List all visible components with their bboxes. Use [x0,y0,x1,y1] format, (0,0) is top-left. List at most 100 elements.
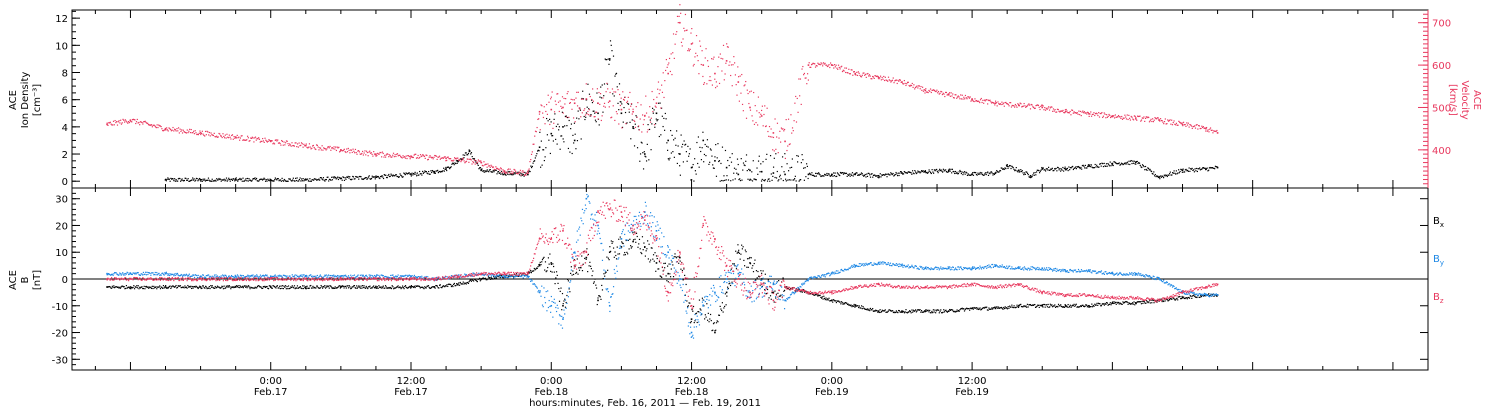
b-point-bx [330,286,333,288]
density-point [498,172,500,174]
density-point [408,172,410,174]
density-point [760,163,762,165]
velocity-point [993,102,995,104]
density-point [1164,175,1166,177]
density-point [543,149,545,151]
b-point-by [597,224,599,227]
density-point [1066,168,1068,170]
velocity-point [1213,130,1215,132]
b-point-by [177,274,179,276]
density-point [730,161,733,163]
velocity-point [883,75,885,78]
density-point [658,135,660,138]
velocity-point [1117,114,1120,117]
velocity-point [622,98,625,100]
density-point [973,171,975,174]
b-point-bx [1049,303,1051,305]
density-point [437,171,440,174]
velocity-point [897,79,899,81]
density-point [479,167,482,169]
b-point-bx [256,285,259,288]
velocity-point [811,63,813,65]
density-point [368,175,370,177]
b-point-bx [543,256,545,258]
b-point-by [116,273,119,275]
velocity-point [1014,103,1017,106]
density-point [712,167,715,169]
velocity-point [122,118,124,120]
density-point [612,93,614,95]
density-point [822,175,824,177]
density-point [1147,167,1150,170]
b-point-bx [1138,301,1140,303]
density-point [845,172,848,174]
velocity-point [1064,109,1066,111]
velocity-point [150,124,152,127]
density-point [748,168,750,170]
velocity-point [586,113,588,115]
b-point-bx [692,305,695,308]
b-point-bx [287,285,290,287]
density-point [937,172,939,174]
density-point [582,90,584,92]
velocity-point [506,172,508,174]
b-point-bx [606,256,608,258]
b-point-bx [926,310,928,312]
b-point-bx [1077,306,1080,308]
b-point-bx [200,287,202,290]
density-point [673,139,675,141]
density-point [319,179,321,181]
density-point [612,55,615,57]
b-point-bx [521,274,523,276]
velocity-point [223,135,225,138]
density-point [234,179,237,181]
density-point [433,172,435,174]
b-point-bx [968,308,970,310]
density-point [381,175,383,177]
b-point-bx [575,271,578,273]
density-point [538,150,540,152]
b-point-bx [1180,297,1183,300]
density-point [974,171,976,174]
b-point-bx [336,287,339,289]
density-point [1216,166,1218,168]
density-point [440,170,443,173]
b-point-bx [566,294,568,297]
b-point-bx [1184,297,1186,300]
b-point-bx [933,311,935,313]
b-point-bx [976,308,978,310]
velocity-point [1171,119,1173,121]
b-point-bx [663,262,665,265]
velocity-point [426,154,428,157]
density-point [606,83,609,85]
velocity-point [974,98,976,100]
b-point-bx [767,279,769,281]
velocity-point [445,157,447,160]
b-point-by [164,272,166,274]
velocity-point [473,162,475,164]
density-point [406,173,408,175]
velocity-point [785,119,787,121]
b-point-bx [1166,299,1168,301]
b-point-bx [1086,306,1088,308]
density-point [737,163,739,166]
velocity-point [873,77,875,79]
b-point-bx [250,287,253,289]
b-point-bx [1213,295,1215,297]
density-point [230,178,232,180]
density-point [1011,165,1013,167]
velocity-point [363,152,365,154]
velocity-point [868,75,870,77]
density-point [1144,165,1147,168]
b-point-bx [900,311,903,313]
velocity-point [131,121,133,123]
velocity-point [360,153,362,155]
b-point-bx [1000,306,1003,309]
density-point [1129,163,1131,166]
b-point-bx [728,283,730,285]
density-point [1147,167,1149,169]
b-point-bx [911,309,913,311]
b-point-by [171,273,173,276]
density-point [1076,166,1078,168]
density-point [757,160,760,162]
